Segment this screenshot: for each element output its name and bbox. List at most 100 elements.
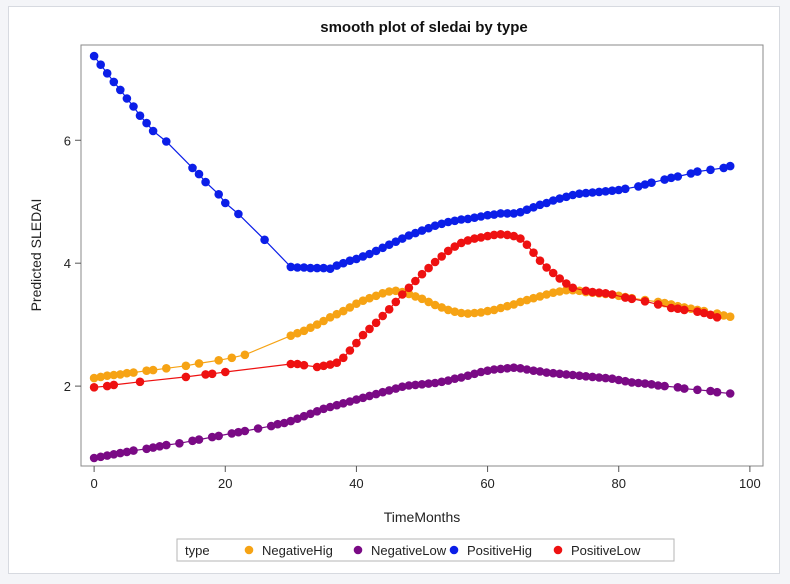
data-point	[325, 264, 335, 274]
data-point	[194, 435, 204, 444]
data-point	[398, 382, 407, 392]
data-point	[312, 362, 322, 372]
data-point	[476, 212, 486, 221]
data-point	[712, 313, 722, 322]
data-point	[404, 283, 414, 293]
legend: type NegativeHig NegativeLow PositiveHig Po…	[176, 538, 675, 562]
data-point	[181, 372, 191, 382]
data-point	[109, 450, 119, 459]
data-point	[162, 137, 171, 146]
data-point	[660, 381, 669, 391]
data-point	[535, 200, 545, 210]
data-point	[443, 305, 453, 315]
data-point	[358, 393, 368, 403]
data-point	[345, 397, 355, 406]
data-point	[319, 263, 328, 273]
data-point	[712, 387, 722, 397]
data-point	[96, 60, 105, 69]
data-point	[581, 286, 591, 296]
data-point	[411, 380, 420, 390]
data-point	[496, 209, 506, 218]
data-point	[621, 376, 630, 386]
data-point	[240, 350, 250, 360]
data-point	[345, 256, 355, 265]
data-point	[509, 300, 519, 309]
chart-title: smooth plot of sledai by type	[320, 19, 528, 36]
data-point	[562, 279, 571, 288]
data-point	[522, 295, 532, 305]
data-point	[457, 308, 466, 318]
data-point	[365, 293, 374, 303]
data-point	[535, 256, 545, 265]
data-point	[470, 369, 479, 379]
data-point	[430, 221, 440, 230]
data-point	[102, 451, 112, 460]
data-point	[516, 234, 525, 243]
data-point	[411, 292, 420, 301]
data-point	[352, 395, 361, 404]
data-point	[286, 262, 296, 272]
legend-item-label: NegativeHig	[262, 543, 333, 558]
data-point	[476, 308, 486, 317]
data-point	[89, 51, 99, 61]
data-point	[116, 370, 125, 379]
data-point	[207, 369, 217, 379]
data-point	[640, 379, 650, 388]
data-point	[725, 312, 735, 322]
data-point	[286, 416, 296, 426]
data-point	[503, 301, 512, 311]
data-point	[640, 180, 650, 189]
data-point	[443, 217, 453, 227]
data-point	[483, 366, 492, 376]
data-point	[706, 386, 715, 396]
series-PositiveHig	[89, 51, 735, 274]
data-point	[358, 330, 368, 340]
data-point	[607, 290, 617, 299]
data-point	[542, 368, 551, 377]
data-point	[102, 69, 112, 78]
data-point	[562, 192, 571, 202]
x-tick-label: 60	[480, 476, 494, 491]
data-point	[529, 248, 538, 257]
data-point	[581, 372, 591, 381]
data-point	[555, 369, 564, 379]
data-point	[207, 432, 217, 442]
data-point	[221, 198, 230, 208]
data-point	[693, 307, 702, 317]
x-axis-label: TimeMonths	[384, 509, 461, 525]
data-point	[542, 263, 551, 272]
data-point	[371, 291, 381, 301]
x-axis: 0 20 40 60 80 100	[90, 466, 761, 491]
x-tick-label: 0	[90, 476, 97, 491]
data-point	[286, 359, 296, 369]
data-point	[607, 186, 617, 195]
data-point	[450, 242, 460, 251]
series-layer	[89, 51, 735, 463]
data-point	[404, 381, 414, 390]
data-point	[286, 331, 296, 341]
data-point	[358, 296, 368, 306]
data-point	[148, 126, 158, 136]
data-point	[391, 286, 401, 296]
data-point	[529, 293, 538, 303]
y-axis-label: Predicted SLEDAI	[28, 199, 44, 312]
data-point	[588, 372, 597, 382]
data-point	[371, 318, 381, 328]
data-point	[588, 188, 597, 197]
data-point	[234, 209, 243, 219]
data-point	[332, 358, 342, 368]
data-point	[601, 187, 610, 196]
data-point	[122, 447, 132, 457]
data-point	[404, 231, 414, 240]
data-point	[516, 364, 525, 373]
data-point	[634, 182, 643, 191]
data-point	[509, 231, 519, 241]
data-point	[647, 178, 656, 187]
data-point	[411, 228, 420, 238]
data-point	[384, 305, 394, 314]
data-point	[142, 444, 151, 454]
data-point	[339, 258, 348, 268]
legend-marker	[553, 545, 563, 555]
data-point	[214, 356, 223, 365]
data-point	[404, 289, 414, 299]
